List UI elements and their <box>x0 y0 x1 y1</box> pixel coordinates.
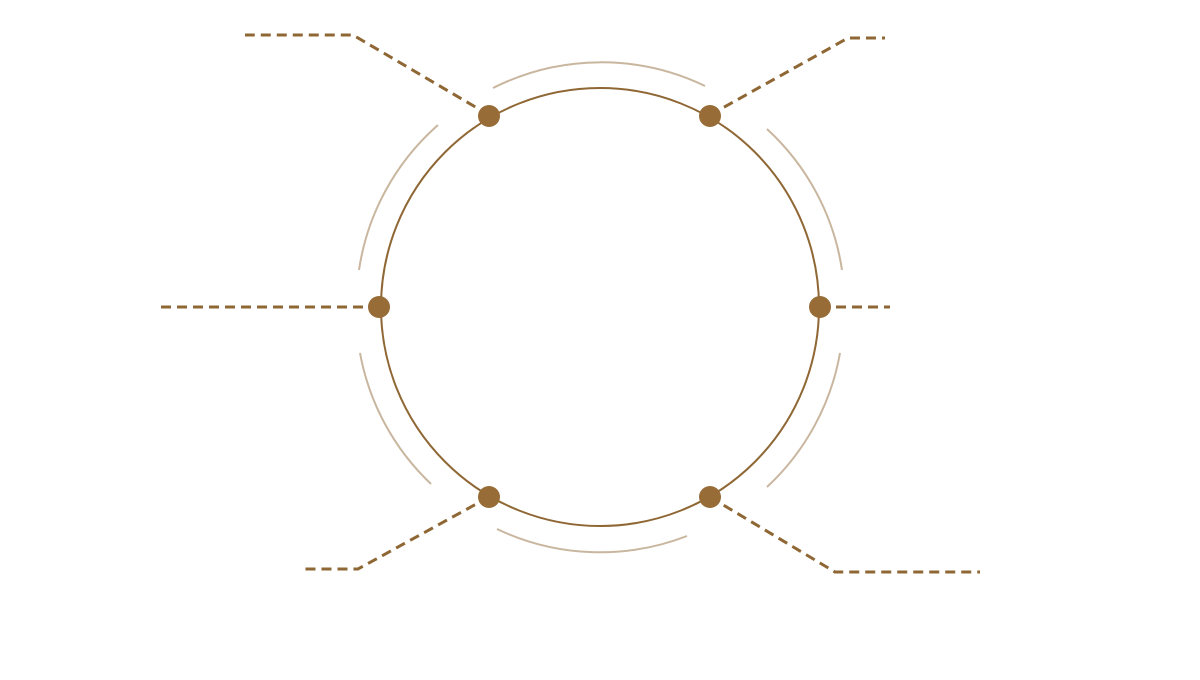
callout-line-bottom-left <box>304 495 490 571</box>
outer-arc-bottom <box>496 528 688 554</box>
node-left <box>368 296 390 318</box>
outer-arc-lower-right <box>766 352 841 488</box>
callout-line-bottom-right <box>709 495 980 574</box>
callout-line-top-left <box>245 33 490 117</box>
outer-arc-lower-left <box>359 352 432 485</box>
node-top-right <box>699 105 721 127</box>
node-right <box>809 296 831 318</box>
node-top-left <box>478 105 500 127</box>
node-bottom-right <box>699 486 721 508</box>
callout-line-top-right <box>709 36 885 117</box>
outer-arc-upper-right <box>766 128 843 271</box>
outer-arc-upper-left <box>358 124 439 271</box>
callout-lines <box>158 33 980 574</box>
outer-arcs <box>358 61 843 554</box>
node-bottom-left <box>478 486 500 508</box>
outer-arc-top <box>492 61 706 89</box>
ring-nodes <box>368 105 831 508</box>
main-ring <box>380 87 820 527</box>
